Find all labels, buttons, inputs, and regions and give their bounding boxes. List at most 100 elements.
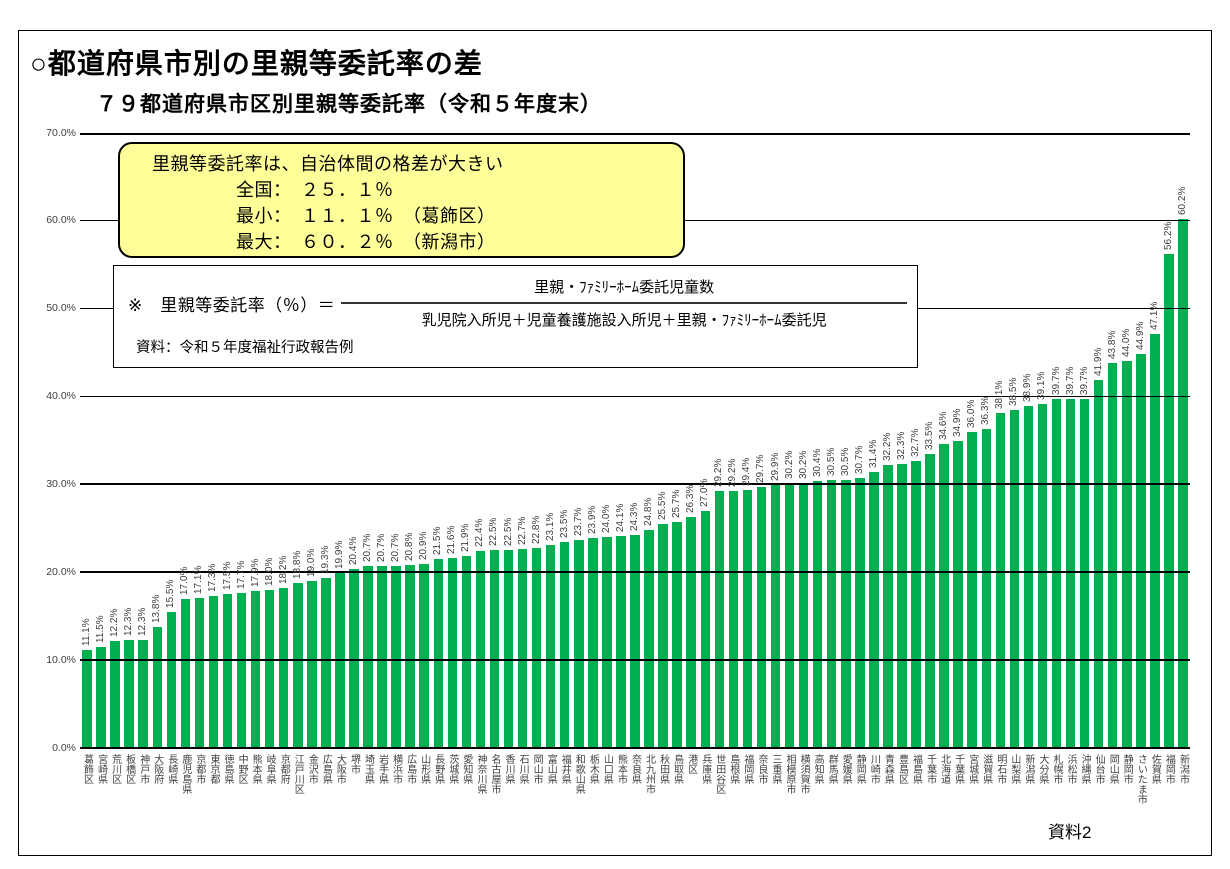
category-label: 荒川区 <box>109 754 121 784</box>
bar <box>475 551 486 748</box>
bar <box>1122 361 1132 748</box>
category-label: 福岡県 <box>741 754 753 784</box>
bar-value-label: 32.2% <box>881 432 893 462</box>
category-label: 鹿児島県 <box>179 754 191 794</box>
category-label: 金沢市 <box>306 754 318 784</box>
bar <box>461 555 472 748</box>
bar-value-label: 23.5% <box>558 509 570 538</box>
bar-value-label: 33.5% <box>924 421 936 450</box>
bar-value-label: 39.7% <box>1050 366 1062 396</box>
bar <box>222 594 233 748</box>
bar <box>981 429 992 748</box>
bar <box>138 639 148 748</box>
category-label: 広島市 <box>404 754 416 784</box>
bar-value-label: 26.3% <box>685 484 697 513</box>
category-label: 山形県 <box>418 754 430 784</box>
bar-value-label: 19.0% <box>305 548 317 578</box>
bar-value-label: 30.5% <box>825 447 837 477</box>
chart-title: ７９都道府県市区別里親等委託率（令和５年度末） <box>96 93 602 116</box>
bar <box>194 597 205 748</box>
bar <box>826 480 837 748</box>
category-label: 栃木県 <box>587 754 599 784</box>
category-label: 岡山県 <box>1107 754 1119 784</box>
category-label: 佐賀県 <box>1149 754 1161 784</box>
category-label: 山口県 <box>601 754 613 784</box>
bar-value-label: 21.9% <box>460 523 472 552</box>
formula-source: 資料：令和５年度福祉行政報告例 <box>136 340 354 356</box>
bar-value-label: 23.7% <box>572 507 584 536</box>
category-label: 石川県 <box>517 754 529 784</box>
bar <box>1150 334 1160 748</box>
category-label: 京都市 <box>193 754 205 784</box>
bar-value-label: 25.7% <box>671 489 683 519</box>
bar-value-label: 38.1% <box>994 380 1006 410</box>
category-label: 港区 <box>685 754 697 774</box>
bar-value-label: 30.2% <box>797 450 809 479</box>
category-label: 福井県 <box>559 754 571 784</box>
category-label: 横浜市 <box>390 754 402 784</box>
bar-value-label: 22.8% <box>530 515 542 544</box>
category-label: 熊本市 <box>615 754 627 784</box>
bar <box>616 536 626 748</box>
bar-value-label: 12.3% <box>123 607 135 636</box>
bar-value-label: 29.4% <box>741 457 753 486</box>
bar <box>841 480 851 748</box>
bar-value-label: 22.7% <box>516 516 528 545</box>
bar <box>644 530 654 748</box>
bar-value-label: 29.9% <box>769 452 781 482</box>
y-tick-label: 0.0% <box>52 741 76 754</box>
bar-value-label: 24.0% <box>600 504 612 534</box>
bar-value-label: 17.1% <box>193 565 205 594</box>
category-label: 愛知県 <box>460 754 472 784</box>
bar <box>391 566 401 748</box>
bar <box>855 478 865 748</box>
bar-value-label: 34.6% <box>938 411 950 441</box>
category-label: 板橋区 <box>123 754 135 784</box>
bar <box>433 559 444 748</box>
category-label: 札幌市 <box>1051 754 1063 784</box>
bar-value-label: 36.0% <box>966 399 978 428</box>
bar-value-label: 18.8% <box>291 550 303 579</box>
bar <box>166 611 177 748</box>
y-tick-label: 50.0% <box>46 302 76 315</box>
category-label: 香川県 <box>503 754 515 784</box>
bar <box>1037 404 1048 748</box>
bar-value-label: 21.6% <box>446 525 458 555</box>
callout-heading: 里親等委託率は、自治体間の格差が大きい <box>152 154 504 174</box>
category-label: 明石市 <box>994 754 1006 784</box>
category-label: 岐阜県 <box>264 754 276 784</box>
bar <box>1065 399 1076 748</box>
bar-value-label: 41.9% <box>1092 347 1104 376</box>
bar-value-label: 39.7% <box>1064 366 1076 396</box>
y-tick-label: 30.0% <box>46 477 76 490</box>
bar-value-label: 27.0% <box>699 478 711 507</box>
category-label: 神戸市 <box>137 754 149 784</box>
bar <box>700 510 710 748</box>
category-label: 青森県 <box>882 754 894 784</box>
bar-value-label: 32.3% <box>895 431 907 461</box>
category-label: 葛飾区 <box>81 754 93 784</box>
category-label: 神奈川県 <box>474 754 486 794</box>
bar-value-label: 38.9% <box>1022 373 1034 403</box>
bar-value-label: 20.9% <box>418 532 430 561</box>
callout-max: 最大： ６０．２％ （新潟市） <box>236 232 496 252</box>
bar <box>728 491 739 748</box>
category-label: 福岡市 <box>1163 754 1175 784</box>
category-label: 江戸川区 <box>292 754 304 794</box>
category-label: 千葉県 <box>952 754 964 784</box>
bar <box>236 592 247 748</box>
category-label: 沖縄県 <box>1079 754 1091 784</box>
category-label: 大阪府 <box>151 754 163 784</box>
bar <box>559 541 570 748</box>
bar <box>925 453 935 748</box>
category-label: 滋賀県 <box>980 754 992 784</box>
bar <box>967 431 977 748</box>
category-label: 埼玉県 <box>362 754 374 784</box>
bar <box>897 464 907 748</box>
bar <box>1164 254 1174 748</box>
bar <box>1023 406 1034 748</box>
bar <box>1107 363 1118 748</box>
bar <box>517 548 528 748</box>
